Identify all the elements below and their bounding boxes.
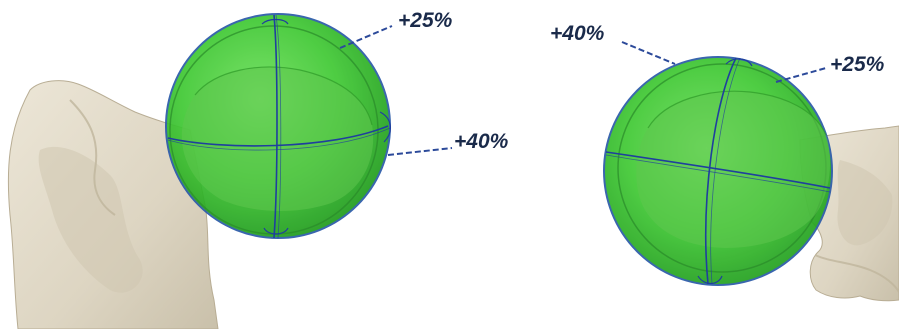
right-leader-40 [621,41,676,65]
left-meridian-line-2 [275,14,282,239]
right-femoral-head [636,91,831,248]
right-femur-lower [814,254,899,293]
left-equator-line [167,125,389,147]
left-view: +25% +40% [7,9,509,329]
left-leader-40 [387,147,453,156]
left-cap-arc-top [261,18,289,25]
left-leader-25 [339,25,393,49]
right-femoral-head-edge [647,90,827,136]
left-equator-line-2 [167,127,391,151]
left-cap-arc-bottom [263,227,289,235]
right-equator-line-2 [605,154,831,193]
left-cap-arc-right [379,111,391,143]
right-label-40: +40% [550,22,605,45]
right-meridian-line [705,57,737,285]
right-cap-arc-bottom [697,275,723,285]
right-meridian-line-2 [710,57,741,285]
right-equator-line [605,151,831,189]
left-femur-ridge [69,99,116,216]
left-label-40: +40% [454,130,509,153]
left-label-25: +25% [398,9,453,32]
right-view: +40% +25% [550,22,899,302]
left-femur-shading [38,146,143,293]
left-femoral-head-edge [194,66,373,126]
right-label-25: +25% [830,53,885,76]
right-femur-shading [837,160,893,246]
left-meridian-line [273,14,278,239]
right-cap-arc-top [725,58,753,67]
